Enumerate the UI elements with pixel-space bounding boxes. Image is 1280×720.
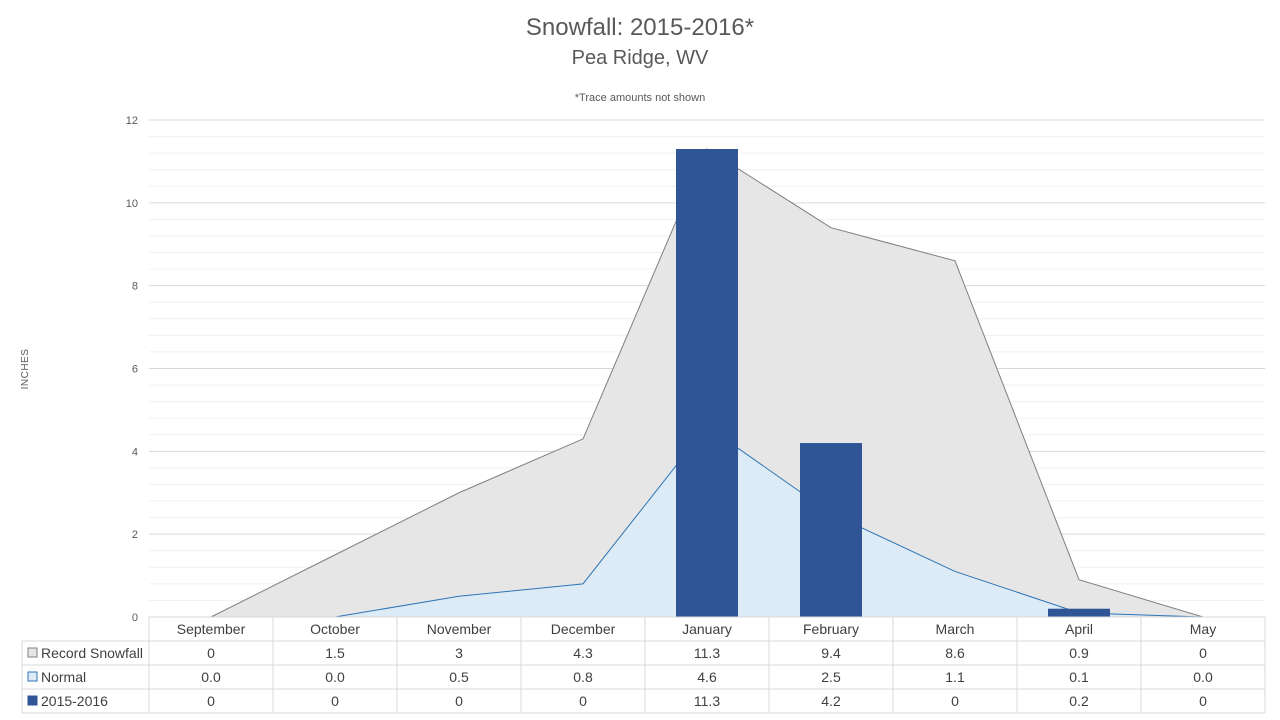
y-tick-label: 2	[132, 529, 138, 541]
plot-series	[210, 148, 1204, 618]
chart-note: *Trace amounts not shown	[575, 92, 705, 104]
y-tick-labels: 0 2 4 6 8 10 12	[126, 115, 138, 624]
y-tick-label: 0	[132, 612, 138, 624]
bar	[800, 443, 862, 617]
series-2015-2016	[676, 148, 1110, 617]
legend-swatch	[27, 647, 38, 658]
table-cell: 0	[951, 693, 959, 709]
table-cell: 0	[331, 693, 339, 709]
x-tick-label: March	[936, 621, 975, 637]
legend-label: Record Snowfall	[41, 645, 143, 661]
x-tick-label: September	[177, 621, 246, 637]
table-cell: 0.9	[1069, 645, 1089, 661]
y-tick-label: 10	[126, 198, 138, 210]
table-cell: 0	[455, 693, 463, 709]
y-axis-label: INCHES	[20, 349, 31, 390]
table-cell: 0.1	[1069, 669, 1089, 685]
y-tick-label: 12	[126, 115, 138, 127]
table-cell: 9.4	[821, 645, 841, 661]
table-cell: 11.3	[694, 693, 720, 709]
x-tick-label: February	[803, 621, 859, 637]
chart-title: Snowfall: 2015-2016*	[526, 14, 754, 41]
table-cell: 0.0	[1193, 669, 1213, 685]
data-table: September October November December January F…	[21, 616, 1266, 714]
table-cell: 0	[207, 693, 215, 709]
legend-label: Normal	[41, 669, 86, 685]
table-cell: 8.6	[945, 645, 965, 661]
table-cell: 3	[455, 645, 463, 661]
bar	[1048, 608, 1110, 617]
table-cell: 0	[579, 693, 587, 709]
chart-subtitle: Pea Ridge, WV	[572, 47, 709, 69]
x-tick-label: October	[310, 621, 360, 637]
y-tick-label: 6	[132, 364, 138, 376]
x-tick-label: January	[682, 621, 732, 637]
table-cell: 0	[1199, 693, 1207, 709]
table-cell: 0.2	[1069, 693, 1089, 709]
table-cell: 4.2	[821, 693, 841, 709]
table-cell: 0	[1199, 645, 1207, 661]
table-cell: 1.5	[325, 645, 345, 661]
x-tick-label: April	[1065, 621, 1093, 637]
bar	[676, 148, 738, 617]
table-cell: 4.6	[697, 669, 717, 685]
table-cell: 0.5	[449, 669, 469, 685]
x-tick-label: December	[551, 621, 616, 637]
x-tick-label: November	[427, 621, 492, 637]
legend-label: 2015-2016	[41, 693, 108, 709]
table-cell: 0.0	[201, 669, 221, 685]
y-tick-label: 8	[132, 281, 138, 293]
legend-swatch	[27, 695, 38, 706]
table-cell: 1.1	[945, 669, 965, 685]
x-tick-label: May	[1190, 621, 1216, 637]
table-cell: 0.0	[325, 669, 345, 685]
legend-swatch	[27, 671, 38, 682]
y-tick-label: 4	[132, 446, 138, 458]
table-cell: 0.8	[573, 669, 593, 685]
table-cell: 2.5	[821, 669, 841, 685]
table-cell: 0	[207, 645, 215, 661]
table-cell: 11.3	[694, 645, 720, 661]
table-cell: 4.3	[573, 645, 593, 661]
